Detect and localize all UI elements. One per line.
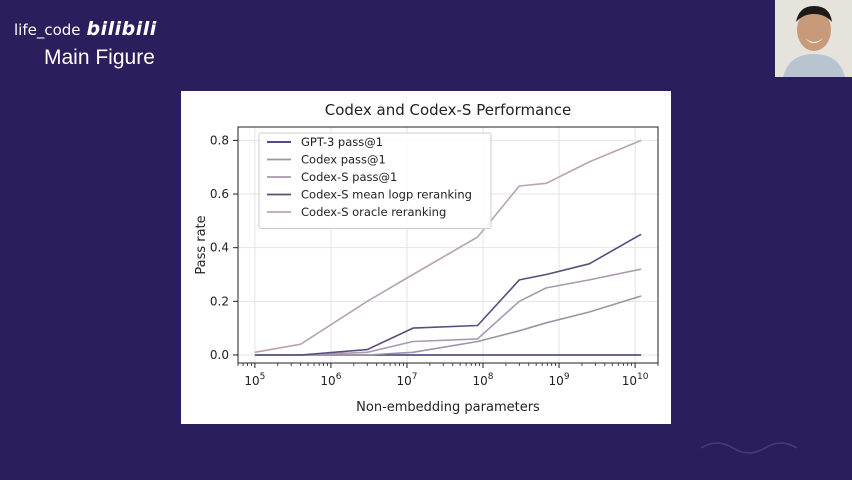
y-tick-label: 0.4 xyxy=(210,241,229,255)
slide-title: Main Figure xyxy=(44,46,155,69)
series-line-3 xyxy=(254,268,642,356)
y-tick-label: 0.6 xyxy=(210,187,229,201)
y-axis-label: Pass rate xyxy=(194,215,209,274)
watermark-user: life_code xyxy=(14,21,81,39)
bilibili-watermark: life_code bilibili xyxy=(14,18,157,40)
series-lines xyxy=(254,139,642,356)
y-tick-label: 0.0 xyxy=(210,348,229,362)
chart-legend: GPT-3 pass@1 Codex pass@1 Codex-S pass@1 Co… xyxy=(258,132,492,229)
x-tick-label: 1010 xyxy=(622,372,649,388)
legend-label: Codex pass@1 xyxy=(301,153,386,167)
x-tick-label: 106 xyxy=(320,372,341,388)
series-line-4 xyxy=(254,233,642,356)
y-tick-label: 0.2 xyxy=(210,294,229,308)
x-axis-label: Non-embedding parameters xyxy=(356,400,540,415)
legend-label: Codex-S pass@1 xyxy=(301,170,397,184)
legend-box xyxy=(258,132,492,229)
chart-panel: 105 106 107 108 109 1010 0.0 0.2 0.4 0.6 0.8 Codex… xyxy=(181,91,671,424)
corner-watermark-icon xyxy=(697,434,807,456)
presenter-photo-icon xyxy=(775,0,852,77)
legend-label: Codex-S oracle reranking xyxy=(301,205,446,219)
chart-title: Codex and Codex-S Performance xyxy=(325,101,572,119)
axis-ticks: 105 106 107 108 109 1010 0.0 0.2 0.4 0.6 0.8 xyxy=(210,133,659,388)
x-tick-label: 108 xyxy=(473,372,494,388)
series-line-2 xyxy=(254,295,642,356)
series-line-5 xyxy=(254,139,642,354)
x-tick-label: 107 xyxy=(396,372,417,388)
plot-frame xyxy=(237,126,659,364)
x-tick-label: 109 xyxy=(549,372,570,388)
legend-label: GPT-3 pass@1 xyxy=(301,135,383,149)
y-tick-label: 0.8 xyxy=(210,133,229,147)
pass-rate-chart: 105 106 107 108 109 1010 0.0 0.2 0.4 0.6 0.8 Codex… xyxy=(194,101,659,415)
legend-label: Codex-S mean logp reranking xyxy=(301,188,472,202)
presenter-avatar xyxy=(775,0,852,77)
watermark-site-logo: bilibili xyxy=(86,18,157,40)
x-tick-label: 105 xyxy=(244,372,265,388)
